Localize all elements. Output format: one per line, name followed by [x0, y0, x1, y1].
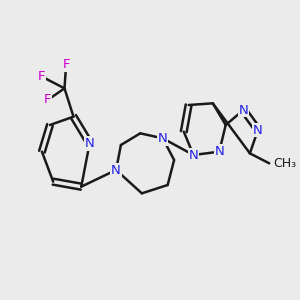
Text: N: N [85, 137, 94, 150]
Text: F: F [62, 58, 70, 71]
Text: F: F [44, 94, 52, 106]
Text: CH₃: CH₃ [274, 157, 297, 170]
Text: N: N [189, 148, 198, 161]
Text: N: N [214, 145, 224, 158]
Text: N: N [158, 132, 168, 145]
Text: N: N [253, 124, 263, 136]
Text: N: N [238, 103, 248, 116]
Text: F: F [38, 70, 46, 83]
Text: N: N [111, 164, 121, 176]
